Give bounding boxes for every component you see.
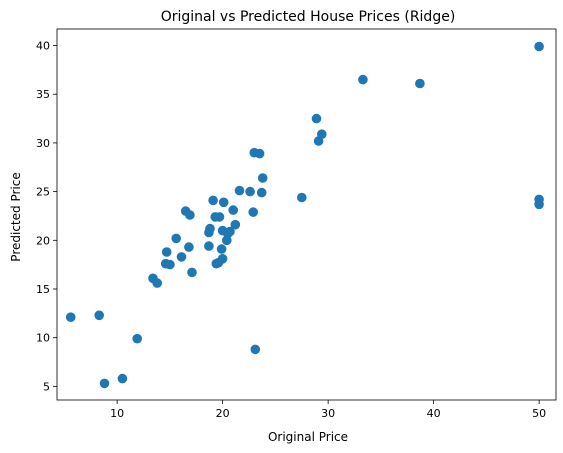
data-point-25 xyxy=(216,244,227,254)
data-point-16 xyxy=(187,267,197,278)
y-tick-label: 25 xyxy=(36,186,50,199)
data-point-1 xyxy=(65,312,76,323)
x-axis-label: Original Price xyxy=(268,430,348,444)
data-point-14 xyxy=(184,242,194,252)
data-point-24 xyxy=(214,212,225,222)
data-point-5 xyxy=(132,333,142,344)
data-point-4 xyxy=(117,373,128,384)
data-point-46 xyxy=(358,74,368,85)
data-point-31 xyxy=(225,226,235,237)
y-tick-label: 30 xyxy=(36,137,50,150)
y-tick-label: 40 xyxy=(36,40,50,53)
data-point-2 xyxy=(94,310,104,321)
data-point-45 xyxy=(317,129,327,139)
y-tick-label: 15 xyxy=(36,283,50,296)
data-point-38 xyxy=(250,344,261,355)
data-point-3 xyxy=(99,378,110,389)
data-point-40 xyxy=(256,187,267,198)
y-axis-label: Predicted Price xyxy=(9,172,23,261)
data-point-39 xyxy=(254,148,265,159)
y-tick-label: 5 xyxy=(43,380,50,393)
x-tick-label: 40 xyxy=(427,407,441,420)
x-axis: 10 20 30 40 50 xyxy=(110,400,546,420)
x-tick-label: 20 xyxy=(216,407,230,420)
data-point-19 xyxy=(205,223,215,234)
scatter-points xyxy=(65,41,544,389)
y-tick-label: 10 xyxy=(36,332,50,345)
x-tick-label: 10 xyxy=(110,407,124,420)
data-point-47 xyxy=(415,78,425,89)
data-point-20 xyxy=(208,195,218,206)
data-point-41 xyxy=(257,173,268,183)
chart-title: Original vs Predicted House Prices (Ridg… xyxy=(161,9,456,25)
data-point-43 xyxy=(311,113,322,124)
data-point-11 xyxy=(171,233,181,244)
y-tick-label: 20 xyxy=(36,234,50,247)
data-point-10 xyxy=(165,259,175,270)
data-point-42 xyxy=(297,192,307,203)
data-point-27 xyxy=(217,253,228,264)
data-point-15 xyxy=(185,210,195,220)
data-point-34 xyxy=(234,185,245,196)
data-point-32 xyxy=(228,205,238,215)
x-tick-label: 50 xyxy=(532,407,546,420)
y-tick-label: 35 xyxy=(36,88,50,101)
plot-frame xyxy=(56,28,557,401)
data-point-36 xyxy=(248,207,258,217)
y-axis: 5 10 15 20 25 30 35 40 xyxy=(36,40,57,393)
data-point-50 xyxy=(534,199,544,210)
data-point-9 xyxy=(161,247,172,257)
data-point-48 xyxy=(534,41,544,52)
x-tick-label: 30 xyxy=(321,407,335,420)
data-point-35 xyxy=(245,186,255,197)
data-point-7 xyxy=(152,278,162,288)
data-point-28 xyxy=(218,197,229,208)
data-point-17 xyxy=(204,241,214,251)
data-point-12 xyxy=(176,252,187,262)
data-point-33 xyxy=(230,219,241,230)
